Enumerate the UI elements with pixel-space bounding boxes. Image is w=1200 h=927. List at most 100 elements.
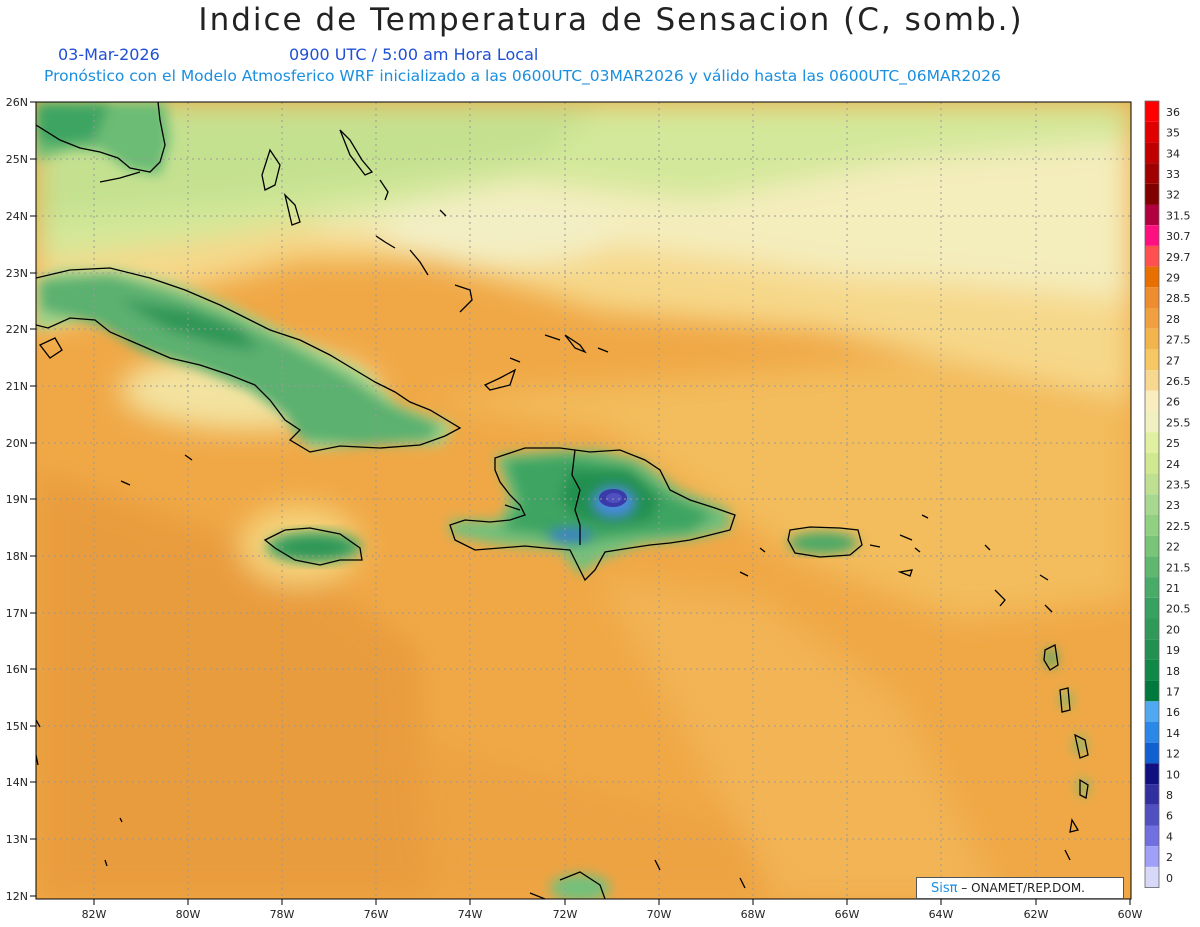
legend-swatch [1145, 784, 1159, 805]
legend-swatch [1145, 204, 1159, 226]
legend-label: 6 [1166, 810, 1173, 823]
legend-swatch [1145, 142, 1159, 164]
legend-label: 35 [1166, 127, 1180, 140]
legend-swatch [1145, 515, 1159, 536]
legend-swatch [1145, 701, 1159, 722]
legend-label: 25 [1166, 437, 1180, 450]
legend-swatch [1145, 390, 1159, 412]
legend-swatch [1145, 722, 1159, 743]
legend-swatch [1145, 556, 1159, 578]
legend-swatch [1145, 804, 1159, 826]
legend-swatch [1145, 742, 1159, 764]
legend-swatch [1145, 370, 1159, 391]
lon-label: 76W [364, 908, 389, 921]
legend-swatch [1145, 266, 1159, 288]
forecast-time: 0900 UTC / 5:00 am Hora Local [289, 45, 539, 64]
legend-label: 25.5 [1166, 416, 1191, 429]
legend-swatch [1145, 225, 1159, 246]
lat-label: 23N [6, 267, 28, 280]
legend-label: 20.5 [1166, 603, 1191, 616]
legend-swatch [1145, 308, 1159, 329]
lon-label: 74W [458, 908, 483, 921]
color-legend: 363534333231.530.729.72928.52827.52726.5… [1144, 100, 1191, 888]
legend-label: 21 [1166, 582, 1180, 595]
lat-label: 13N [6, 833, 28, 846]
legend-label: 14 [1166, 727, 1180, 740]
legend-label: 27 [1166, 354, 1180, 367]
legend-swatch [1145, 866, 1159, 888]
field-layer [36, 102, 1131, 899]
legend-swatch [1145, 328, 1159, 350]
lat-label: 19N [6, 493, 28, 506]
lat-label: 18N [6, 550, 28, 563]
legend-swatch [1145, 597, 1159, 619]
legend-label: 8 [1166, 789, 1173, 802]
lon-label: 72W [553, 908, 578, 921]
legend-swatch [1145, 432, 1159, 453]
legend-swatch [1145, 846, 1159, 867]
legend-swatch [1145, 763, 1159, 785]
model-info: Pronóstico con el Modelo Atmosferico WRF… [44, 67, 1001, 85]
legend-label: 12 [1166, 748, 1180, 761]
legend-label: 23 [1166, 499, 1180, 512]
legend-swatch [1145, 577, 1159, 598]
lat-label: 20N [6, 437, 28, 450]
legend-swatch [1145, 659, 1159, 681]
legend-swatch [1145, 101, 1159, 122]
lat-label: 17N [6, 607, 28, 620]
legend-swatch [1145, 473, 1159, 495]
coastlines [36, 102, 1089, 899]
lon-label: 80W [176, 908, 201, 921]
legend-label: 34 [1166, 147, 1180, 160]
forecast-date: 03-Mar-2026 [58, 45, 160, 64]
legend-label: 18 [1166, 665, 1180, 678]
lon-label: 78W [270, 908, 295, 921]
legend-label: 29 [1166, 272, 1180, 285]
lon-label: 82W [82, 908, 107, 921]
lon-label: 66W [835, 908, 860, 921]
legend-swatch [1145, 639, 1159, 660]
legend-label: 0 [1166, 872, 1173, 885]
legend-label: 21.5 [1166, 561, 1191, 574]
legend-label: 2 [1166, 851, 1173, 864]
lon-label: 68W [741, 908, 766, 921]
lat-label: 14N [6, 776, 28, 789]
legend-label: 30.7 [1166, 230, 1191, 243]
legend-label: 28 [1166, 313, 1180, 326]
legend-label: 19 [1166, 644, 1180, 657]
legend-swatch [1145, 825, 1159, 847]
lon-label: 60W [1118, 908, 1143, 921]
legend-label: 20 [1166, 623, 1180, 636]
legend-label: 10 [1166, 768, 1180, 781]
legend-label: 32 [1166, 189, 1180, 202]
legend-label: 26 [1166, 396, 1180, 409]
legend-label: 28.5 [1166, 292, 1191, 305]
legend-swatch [1145, 618, 1159, 640]
sispi-logo: Sisπ [931, 881, 958, 896]
lon-label: 62W [1024, 908, 1049, 921]
legend-label: 26.5 [1166, 375, 1191, 388]
legend-label: 16 [1166, 706, 1180, 719]
legend-label: 33 [1166, 168, 1180, 181]
legend-swatch [1145, 411, 1159, 433]
legend-swatch [1145, 163, 1159, 184]
legend-label: 31.5 [1166, 209, 1191, 222]
lat-label: 15N [6, 720, 28, 733]
lon-label: 70W [647, 908, 672, 921]
lat-label: 16N [6, 663, 28, 676]
legend-label: 23.5 [1166, 479, 1191, 492]
legend-swatch [1145, 535, 1159, 557]
lat-label: 24N [6, 210, 28, 223]
map-title: Indice de Temperatura de Sensacion (C, s… [198, 2, 1024, 38]
legend-label: 36 [1166, 106, 1180, 119]
legend-swatch [1145, 452, 1159, 474]
credit-org: – ONAMET/REP.DOM. [957, 881, 1085, 895]
lon-label: 64W [929, 908, 954, 921]
legend-label: 24 [1166, 458, 1180, 471]
legend-label: 29.7 [1166, 251, 1191, 264]
legend-frame [1144, 100, 1160, 888]
legend-swatch [1145, 349, 1159, 371]
legend-swatch [1145, 494, 1159, 515]
lat-label: 25N [6, 153, 28, 166]
